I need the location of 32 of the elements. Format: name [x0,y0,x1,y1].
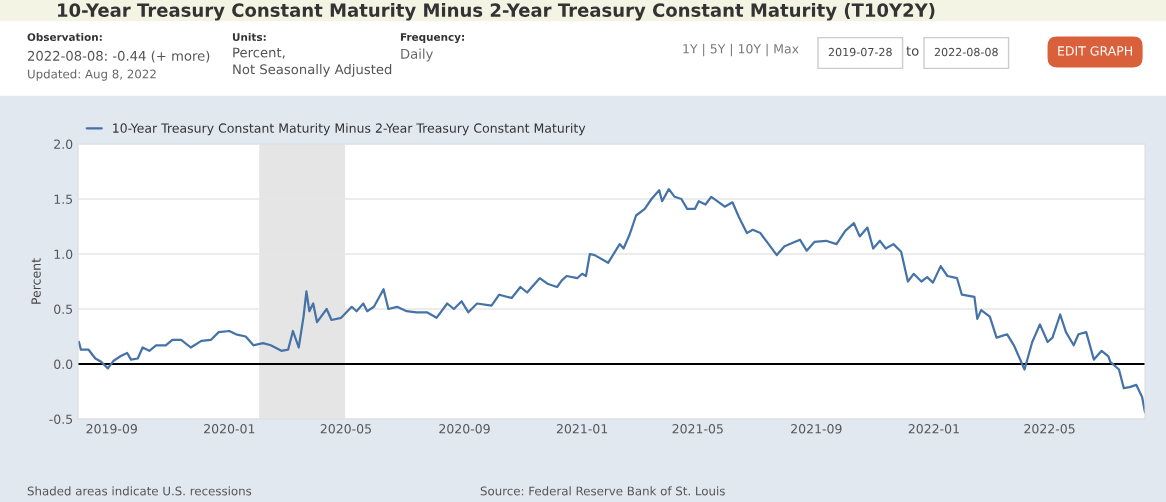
text: 1Y | 5Y | 10Y | Max [683,43,799,57]
text: 2022-08-08: -0.44 (+ more) [27,50,210,63]
x-tick-label: 2021-01 [556,424,608,434]
x-tick-label: 2022-05 [1024,424,1075,434]
legend-label: 10-Year Treasury Constant Maturity Minus 2-Year Treasury Constant Maturity [113,123,586,136]
text: to [906,46,919,56]
y-axis-title: Percent [31,258,41,304]
y-tick-label: 0.0 [54,359,73,369]
text: Observation: [27,32,102,42]
text: Daily [401,48,433,62]
text: Frequency: [400,33,464,44]
y-tick-label: -0.5 [49,414,73,424]
y-tick-label: 1.0 [54,249,73,259]
text: 2022-08-08 [934,47,998,57]
text: Units: [232,32,266,42]
source-note: Source: Federal Reserve Bank of St. Louis [480,486,725,496]
text: Updated: Aug 8, 2022 [28,69,156,81]
x-tick-label: 2021-09 [791,424,842,434]
text: EDIT GRAPH [1058,46,1132,56]
text: 2019-07-28 [828,47,892,57]
y-tick-label: 0.5 [54,304,73,314]
x-tick-label: 2022-01 [908,424,959,434]
x-tick-label: 2019-09 [86,424,137,434]
y-tick-label: 1.5 [54,194,73,204]
x-tick-label: 2020-09 [439,424,490,434]
text: Percent, Not Seasonally Adjusted [233,47,392,77]
x-tick-label: 2020-05 [320,424,371,434]
x-tick-label: 2020-01 [204,424,255,434]
text: Shaded areas indicate U.S. recessions [27,486,252,496]
x-tick-label: 2021-05 [672,424,723,434]
chart-title: 10-Year Treasury Constant Maturity Minus 2-Year Treasury Constant Maturity (T10Y2Y) [58,3,935,21]
y-tick-label: 2.0 [54,139,73,149]
